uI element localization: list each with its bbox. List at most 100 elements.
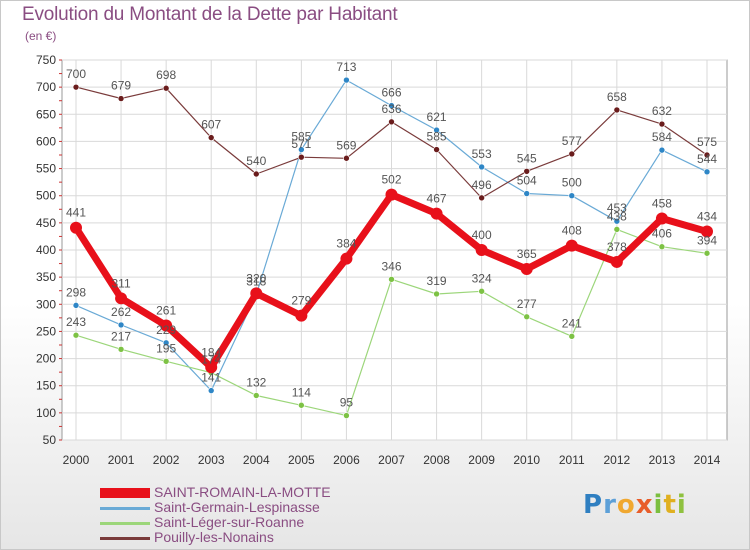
data-label: 320 [246,271,266,285]
data-label: 585 [291,130,311,144]
data-point-3 [433,146,440,153]
data-label: 279 [291,294,311,308]
data-point-2 [523,313,531,321]
data-label: 318 [246,275,266,289]
data-point-1 [523,190,531,197]
data-point-0 [70,221,82,234]
data-label: 262 [111,305,131,319]
data-point-1 [703,168,711,176]
data-point-3 [388,118,395,126]
data-label: 467 [427,192,447,206]
data-label: 434 [697,210,717,224]
data-point-3 [343,154,350,162]
x-tick-label: 2009 [468,453,495,467]
legend-label: SAINT-ROMAIN-LA-MOTTE [154,484,331,500]
data-label: 241 [562,316,582,330]
data-point-3 [117,95,125,102]
y-tick-label: 100 [36,406,56,420]
data-point-3 [658,120,666,128]
data-point-3 [207,134,215,141]
data-point-0 [385,188,398,201]
chart-title: Evolution du Montant de la Dette par Hab… [22,4,398,25]
data-point-0 [295,309,308,322]
data-label: 502 [381,173,401,187]
data-point-2 [298,401,305,409]
data-label: 324 [472,271,492,285]
logo-letter: t [663,490,677,520]
data-label: 632 [652,104,672,118]
data-label: 438 [607,209,627,223]
data-point-2 [388,276,395,283]
legend-swatch [100,522,150,525]
data-label: 319 [427,274,447,288]
data-label: 261 [156,303,176,317]
x-tick-label: 2005 [288,453,315,467]
data-label: 243 [66,315,86,329]
data-label: 394 [697,233,717,247]
data-label: 195 [156,341,176,355]
data-label: 496 [472,178,492,192]
data-point-3 [162,84,170,92]
data-point-0 [520,263,533,275]
data-point-0 [430,207,443,220]
data-point-3 [72,83,80,91]
logo-letter: P [583,490,604,520]
x-tick-label: 2008 [423,453,450,467]
data-label: 378 [607,240,627,254]
chart-subtitle: (en €) [25,29,57,43]
data-label: 700 [66,67,86,81]
data-label: 408 [562,224,582,238]
data-point-0 [655,212,668,225]
y-tick-label: 250 [36,324,56,338]
data-point-1 [613,217,621,225]
data-point-3 [568,150,576,158]
data-point-0 [565,239,578,252]
data-point-1 [343,76,350,84]
data-point-2 [433,290,440,298]
data-label: 311 [112,276,131,290]
data-label: 698 [156,68,176,82]
data-label: 607 [201,118,221,132]
data-label: 384 [336,237,356,251]
data-point-2 [478,287,485,295]
data-label: 132 [246,375,266,389]
data-label: 577 [562,134,582,148]
data-point-1 [568,192,576,200]
data-label: 229 [156,323,176,337]
data-label: 621 [427,110,447,124]
data-label: 114 [292,385,311,399]
x-tick-label: 2013 [649,453,676,467]
y-tick-label: 350 [36,270,56,284]
x-tick-label: 2012 [604,453,631,467]
y-tick-label: 500 [36,189,56,203]
y-tick-label: 400 [36,243,56,257]
logo-letter: i [653,490,664,520]
data-label: 504 [517,174,537,188]
x-tick-label: 2011 [559,453,585,467]
legend-swatch [100,537,150,540]
x-tick-label: 2004 [243,453,270,467]
data-label: 406 [652,227,672,241]
data-label: 277 [517,297,537,311]
data-point-1 [658,146,666,154]
y-tick-label: 150 [36,379,56,393]
data-point-1 [117,321,125,329]
data-point-3 [523,167,531,175]
x-tick-label: 2001 [108,453,135,467]
x-tick-label: 2007 [378,453,405,467]
data-label: 545 [517,151,537,165]
data-point-2 [343,412,350,419]
data-label: 636 [381,102,401,116]
data-point-2 [658,243,666,251]
legend-swatch [100,507,150,510]
data-point-2 [162,357,170,365]
y-tick-label: 450 [36,216,56,230]
data-point-3 [252,170,260,178]
logo-letter: x [635,490,654,520]
data-label: 365 [517,247,537,261]
data-label: 184 [201,345,221,359]
x-tick-label: 2014 [694,453,721,467]
data-label: 453 [607,201,627,215]
data-label: 400 [472,228,492,242]
legend-label: Saint-Léger-sur-Roanne [154,514,305,530]
